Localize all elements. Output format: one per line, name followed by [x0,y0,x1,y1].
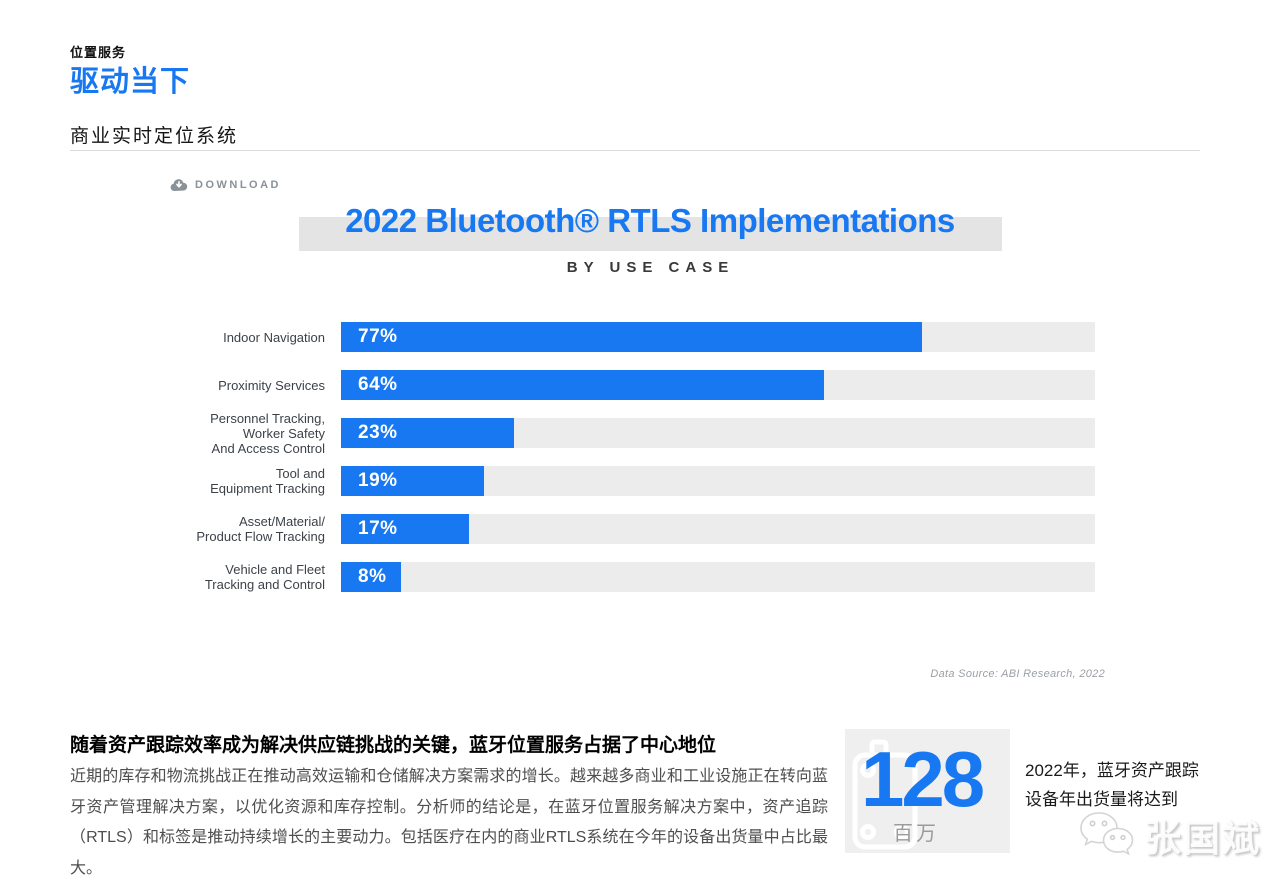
chart-title: 2022 Bluetooth® RTLS Implementations [345,202,955,239]
stat-value: 128 [861,735,985,823]
chart-row: Asset/Material/ Product Flow Tracking 17% [180,514,1095,544]
article-body: 近期的库存和物流挑战正在推动高效运输和仓储解决方案需求的增长。越来越多商业和工业… [70,768,828,877]
category-label: Proximity Services [218,377,325,393]
bar-value-label: 23% [358,422,398,443]
chart-row: Indoor Navigation 77% [180,322,1095,352]
category-label: Personnel Tracking, Worker Safety And Ac… [210,410,325,456]
watermark: 张国斌 [1078,808,1261,862]
stat-caption: 2022年，蓝牙资产跟踪设备年出货量将达到 [1025,761,1199,809]
chart-row: Tool and Equipment Tracking 19% [180,466,1095,496]
bar-value-label: 64% [358,374,398,395]
title-band [299,217,1002,251]
bar-track: 19% [341,466,1095,496]
category-label: Asset/Material/ Product Flow Tracking [196,514,325,544]
download-label: DOWNLOAD [195,179,281,191]
divider [70,150,1200,151]
cloud-download-icon [170,178,188,192]
wechat-icon [1078,809,1136,861]
page-title: 驱动当下 [70,66,191,98]
bar: 64% [341,370,824,400]
bar: 23% [341,418,515,448]
bar-track: 17% [341,514,1095,544]
asset-tag-icon [850,739,924,853]
chart-row: Proximity Services 64% [180,370,1095,400]
chart-rows: Indoor Navigation 77% Proximity Services 64… [180,322,1095,610]
chart-row: Vehicle and Fleet Tracking and Control 8% [180,562,1095,592]
bar-track: 64% [341,370,1095,400]
section-title: 商业实时定位系统 [70,126,239,147]
chart-source: Data Source: ABI Research, 2022 [930,668,1105,680]
bar: 77% [341,322,922,352]
chart-subtitle: BY USE CASE [566,259,735,276]
bar-track: 8% [341,562,1095,592]
article-heading: 随着资产跟踪效率成为解决供应链挑战的关键，蓝牙位置服务占据了中心地位 [70,735,717,756]
stat-unit: 百万 [893,823,939,845]
stat-card: 128 百万 [845,729,1010,853]
bar: 8% [341,562,402,592]
category-label: Indoor Navigation [223,329,325,345]
watermark-name: 张国斌 [1144,818,1261,859]
category-label: Vehicle and Fleet Tracking and Control [204,562,325,592]
bar-value-label: 17% [358,518,398,539]
bar-track: 23% [341,418,1095,448]
bar-value-label: 8% [358,566,387,587]
bar: 17% [341,514,470,544]
bar: 19% [341,466,485,496]
bar-value-label: 19% [358,470,398,491]
category-label: Tool and Equipment Tracking [210,466,325,496]
chart-row: Personnel Tracking, Worker Safety And Ac… [180,411,1095,456]
bar-track: 77% [341,322,1095,352]
bar-value-label: 77% [358,326,398,347]
eyebrow-label: 位置服务 [70,45,127,60]
download-button[interactable]: DOWNLOAD [170,178,281,192]
